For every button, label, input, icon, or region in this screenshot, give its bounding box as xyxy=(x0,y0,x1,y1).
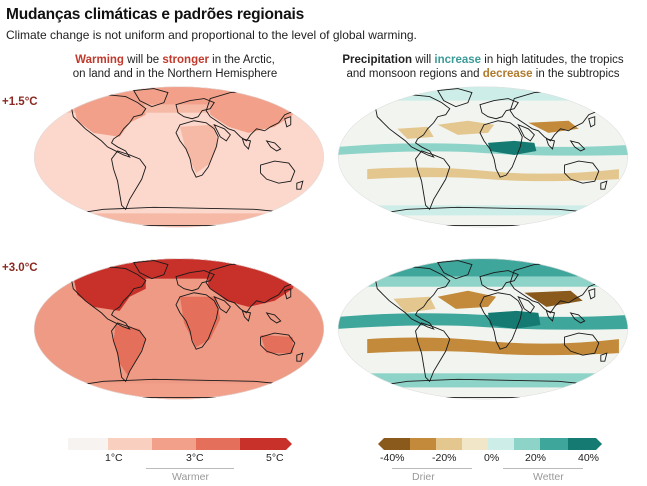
precip-color-8 xyxy=(568,438,596,450)
drier-label: Drier xyxy=(412,471,435,483)
precip-color-5 xyxy=(488,438,514,450)
scenario-label-3-0: +3.0°C xyxy=(2,262,38,274)
wetter-label: Wetter xyxy=(533,471,564,483)
map-temperature-3-0 xyxy=(34,258,324,400)
temp-tick-5: 5°C xyxy=(266,452,284,464)
page-title: Mudanças climáticas e padrões regionais xyxy=(6,6,305,23)
temp-color-5 xyxy=(240,438,286,450)
precip-tick-minus20: -20% xyxy=(432,452,457,464)
temp-color-1 xyxy=(68,438,108,450)
page-subtitle: Climate change is not uniform and propor… xyxy=(6,28,417,42)
temp-color-4 xyxy=(196,438,240,450)
precip-tick-40: 40% xyxy=(578,452,600,464)
precip-tick-minus40: -40% xyxy=(380,452,405,464)
precip-tick-0: 0% xyxy=(484,452,500,464)
precip-color-1 xyxy=(384,438,410,450)
precip-color-6 xyxy=(514,438,540,450)
temp-tick-3: 3°C xyxy=(186,452,204,464)
precip-colorbar-arrow-right xyxy=(596,438,602,450)
precip-color-3 xyxy=(436,438,462,450)
temp-color-2 xyxy=(108,438,152,450)
precipitation-column-heading: Precipitation will increase in high lati… xyxy=(342,54,624,80)
precip-color-2 xyxy=(410,438,436,450)
map-precipitation-1-5 xyxy=(338,86,628,228)
drier-axis-line xyxy=(392,468,472,469)
temp-color-3 xyxy=(152,438,196,450)
precipitation-colorbar xyxy=(378,438,602,450)
precip-color-4 xyxy=(462,438,488,450)
scenario-label-1-5: +1.5°C xyxy=(2,96,38,108)
map-temperature-1-5 xyxy=(34,86,324,228)
precip-color-7 xyxy=(540,438,568,450)
map-precipitation-3-0 xyxy=(338,258,628,400)
precip-colorbar-arrow-left xyxy=(378,438,384,450)
temperature-colorbar xyxy=(68,438,292,450)
warmer-label: Warmer xyxy=(172,471,209,483)
precip-tick-20: 20% xyxy=(525,452,547,464)
warmer-axis-line xyxy=(146,468,234,469)
temp-colorbar-arrow xyxy=(286,438,292,450)
wetter-axis-line xyxy=(503,468,583,469)
temp-tick-1: 1°C xyxy=(105,452,123,464)
temperature-column-heading: Warming will be stronger in the Arctic, … xyxy=(72,54,278,80)
